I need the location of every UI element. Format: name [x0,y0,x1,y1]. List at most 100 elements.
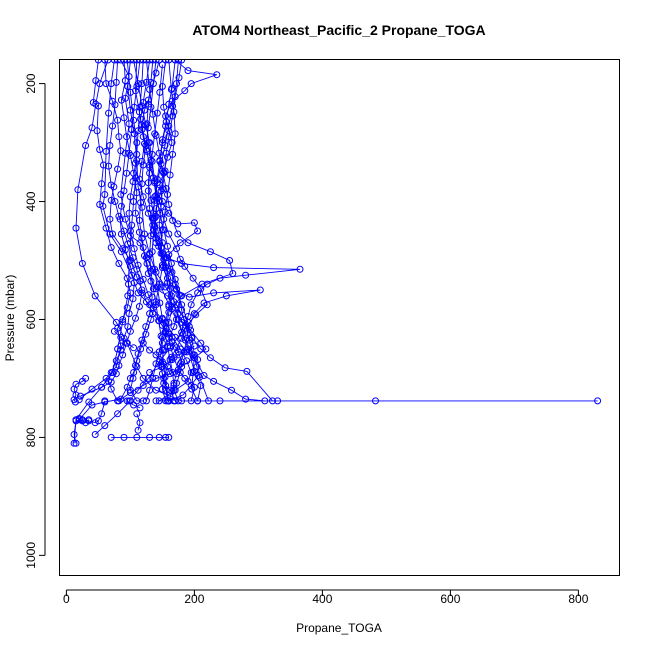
data-point [143,120,151,128]
data-point [169,369,177,376]
data-point [165,122,173,130]
data-point [70,431,78,438]
data-point [138,234,146,242]
data-point [166,386,174,394]
data-point [146,249,154,257]
data-point [162,283,170,291]
data-point [117,96,125,104]
data-point [120,60,128,64]
data-point [134,261,142,269]
data-point [187,301,195,309]
data-point [158,321,166,329]
data-point [296,265,304,273]
data-point [133,189,141,197]
data-point [158,363,166,371]
data-point [88,401,96,409]
data-point [164,343,171,351]
data-point [162,122,170,130]
data-point [206,354,214,362]
data-point [135,108,143,116]
data-point [94,102,102,110]
data-point [137,115,145,123]
data-point [216,397,224,405]
data-point [185,323,193,331]
series-line [126,400,141,409]
data-point [92,77,100,85]
data-point [162,433,170,441]
data-point [126,289,134,297]
data-point [106,215,114,223]
data-point [171,275,179,283]
data-point [166,356,174,364]
data-point [110,60,118,64]
data-point [128,126,136,134]
data-point [147,277,155,285]
data-point [160,374,168,382]
data-point [142,323,150,331]
data-point [149,221,157,229]
data-point [181,324,189,332]
data-point [146,386,154,394]
data-point [139,161,147,169]
data-point [105,162,113,170]
data-point [141,140,148,148]
data-point [165,127,173,135]
data-point [149,285,157,293]
data-point [157,332,165,340]
data-point [72,380,80,388]
data-point [158,314,166,322]
data-point [181,321,189,329]
data-point [134,426,142,434]
data-point [134,80,142,88]
data-point [173,80,180,88]
data-point [153,283,161,291]
data-point [139,133,147,141]
data-point [126,60,134,64]
y-axis-label: Pressure (mbar) [3,275,17,362]
data-point [129,295,137,303]
data-point [105,109,113,117]
data-point [142,121,150,129]
axes: 0 200 400 600 800 200 400 600 800 1000 [24,73,589,606]
data-point [148,157,156,165]
data-point [111,101,119,109]
data-point [133,139,141,147]
data-point [156,156,164,164]
data-point [164,274,171,282]
data-point [158,61,166,69]
data-point [213,71,221,79]
data-point [170,379,178,387]
data-point [169,216,177,224]
data-point [146,169,154,177]
data-point [139,339,147,347]
data-point [166,171,174,179]
x-tick-label: 800 [568,592,588,606]
data-point [174,220,182,228]
data-point [98,410,106,418]
data-point [171,93,179,101]
data-point [160,226,168,234]
series-line [114,330,134,349]
data-point [146,205,154,213]
data-point [91,431,99,438]
data-point [210,289,218,297]
data-point [132,314,139,322]
data-point [117,202,125,210]
data-point [120,187,128,195]
data-point [158,136,166,144]
data-point [112,370,120,378]
series-line [75,60,598,402]
data-point [138,180,146,188]
data-point [115,133,123,141]
data-point [139,244,147,251]
data-point [82,142,90,149]
data-point [153,109,161,117]
data-point [96,146,104,154]
data-point [160,215,168,223]
data-point [152,298,160,306]
data-point [102,80,110,88]
data-point [185,293,193,301]
data-point [151,196,159,204]
data-point [174,310,182,318]
